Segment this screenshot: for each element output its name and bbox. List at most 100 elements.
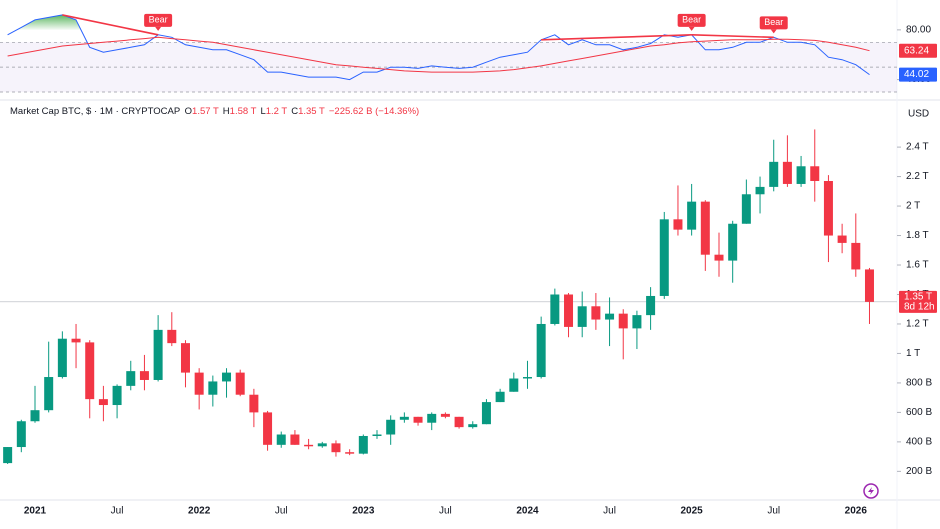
x-tick-label: 2022 (188, 506, 211, 517)
candle-body (358, 435, 368, 454)
x-tick-label: 2024 (516, 506, 539, 517)
x-tick-label: 2021 (24, 506, 47, 517)
value-badge (899, 43, 937, 58)
divergence-line (62, 14, 159, 36)
candle-body (823, 181, 833, 236)
candle-body (605, 313, 615, 320)
candle-body (851, 242, 861, 270)
x-tick-label: 2023 (352, 506, 375, 517)
candle-body (536, 323, 546, 378)
value-badge-label: 63.24 (904, 45, 929, 56)
candle-body (126, 371, 136, 386)
divergence-label: Bear (764, 17, 783, 27)
candle-body (714, 254, 724, 261)
candle-body (591, 306, 601, 320)
divergence-line (691, 34, 774, 39)
candle-body (468, 424, 478, 428)
candle-body (180, 343, 190, 373)
indicator-line (7, 14, 870, 81)
candle-body (249, 394, 259, 413)
tag-pointer (155, 26, 162, 31)
countdown-label: 8d 12h (904, 302, 935, 313)
x-tick-label: Jul (603, 506, 616, 517)
candle-body (112, 385, 122, 406)
x-tick-label: 2025 (681, 506, 704, 517)
candle-body (741, 194, 751, 224)
change: −225.62 B (−14.36%) (328, 106, 420, 117)
candle-body (495, 391, 505, 403)
candle-body (399, 416, 409, 420)
ohlc-k: O (184, 106, 193, 117)
candle-body (3, 447, 13, 464)
candle-body (235, 372, 245, 395)
overbought-fill (16, 14, 82, 30)
candle-body (755, 186, 765, 195)
ohlc-v: 1.35 T (298, 106, 325, 117)
ohlc-v: 1.57 T (192, 106, 219, 117)
candle-body (208, 381, 218, 395)
y-tick-label: 1.6 T (906, 260, 929, 271)
y-tick-label: 800 B (906, 378, 932, 389)
candle-body (71, 338, 81, 343)
ohlc-k: L (260, 106, 266, 117)
divergence-line (541, 34, 692, 41)
y-tick-label: 2.4 T (906, 142, 929, 153)
candle-body (16, 421, 26, 448)
ohlc-k: H (222, 106, 230, 117)
candle-body (304, 444, 314, 447)
candle-body (454, 416, 464, 428)
last-price-badge (899, 290, 937, 313)
candle-body (481, 402, 491, 425)
candle-body (317, 443, 327, 447)
candle-body (700, 201, 710, 255)
candle-body (167, 329, 177, 344)
y-tick-label: 1.2 T (906, 319, 929, 330)
candle-body (263, 412, 273, 445)
candle-body (413, 416, 423, 423)
candle-body (331, 443, 341, 453)
candle-body (386, 419, 396, 435)
candle-body (769, 161, 779, 187)
candle-body (550, 294, 560, 324)
ohlc-v: 1.2 T (265, 106, 288, 117)
candle-body (222, 372, 232, 382)
x-tick-label: Jul (275, 506, 288, 517)
ohlc-k: C (291, 106, 299, 117)
candle-body (509, 378, 519, 392)
icon-ring (863, 483, 879, 499)
candle-body (345, 452, 355, 454)
candle-body (427, 413, 437, 423)
candle-body (864, 269, 874, 302)
candle-body (564, 294, 574, 327)
candle-body (782, 161, 792, 184)
x-tick-label: Jul (111, 506, 124, 517)
candle-body (57, 338, 67, 378)
candle-body (276, 434, 286, 445)
candle-body (618, 313, 628, 329)
symbol: Market Cap BTC, $ · 1M · CRYPTOCAP (10, 106, 180, 117)
candle-body (659, 219, 669, 296)
x-tick-label: Jul (439, 506, 452, 517)
last-price-label: 1.35 T (904, 292, 932, 303)
candle-body (728, 223, 738, 261)
x-tick-label: Jul (767, 506, 780, 517)
icon-bolt (868, 487, 874, 495)
candle-body (30, 410, 40, 422)
divergence-tag (144, 13, 173, 27)
divergence-tag (759, 16, 788, 30)
candle-body (632, 315, 642, 329)
candle-body (796, 166, 806, 184)
y-tick-label: 400 B (906, 437, 932, 448)
x-tick-label: 2026 (845, 506, 868, 517)
candle-body (153, 329, 163, 380)
divergence-tag (677, 13, 706, 27)
logo-icon[interactable] (863, 483, 879, 499)
candle-body (646, 295, 656, 316)
ohlc-v: 1.58 T (229, 106, 257, 117)
candle-body (290, 434, 300, 445)
candle-body (44, 377, 54, 411)
candle-body (673, 219, 683, 230)
divergence-label: Bear (149, 15, 168, 25)
